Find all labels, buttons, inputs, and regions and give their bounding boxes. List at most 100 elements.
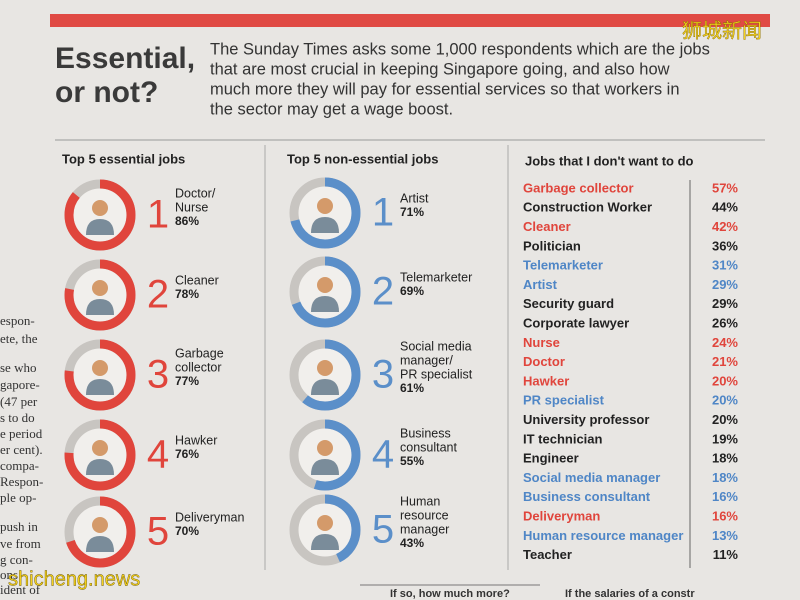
figure-body: [86, 379, 114, 395]
watermark: shicheng.news: [8, 568, 140, 590]
job-percent: 13%: [712, 528, 738, 543]
job-percent: 26%: [712, 316, 738, 331]
job-label: Cleaner: [175, 273, 219, 287]
job-percent: 11%: [713, 547, 739, 562]
article-fragment: push in: [0, 519, 38, 534]
job-name: University professor: [523, 412, 649, 427]
job-label: consultant: [400, 440, 458, 454]
job-label: Telemarketer: [400, 270, 472, 284]
column-title: Jobs that I don't want to do: [525, 153, 694, 168]
job-percent: 44%: [712, 200, 738, 215]
article-fragment: ons: [0, 567, 18, 582]
job-value: 70%: [175, 524, 199, 538]
job-label: Doctor/: [175, 186, 216, 200]
job-value: 76%: [175, 447, 199, 461]
rank: 4: [372, 433, 394, 477]
job-percent: 36%: [712, 238, 738, 253]
bottom-heading: If so, how much more?: [390, 588, 510, 600]
job-name: Construction Worker: [523, 200, 652, 215]
rank: 1: [147, 193, 169, 237]
job-label: PR specialist: [400, 367, 473, 381]
job-name: Engineer: [523, 451, 579, 466]
job-label: manager: [400, 522, 449, 536]
figure-body: [86, 299, 114, 315]
job-name: Nurse: [523, 335, 560, 350]
figure-head: [317, 440, 333, 456]
job-label: Artist: [400, 191, 429, 205]
job-value: 55%: [400, 454, 424, 468]
article-fragment: gapore-: [0, 377, 40, 392]
ring-value: [64, 179, 136, 251]
ring-value: [289, 256, 361, 328]
article-fragment: s to do: [0, 410, 35, 425]
rank: 1: [372, 191, 394, 235]
ring-value: [64, 259, 136, 331]
rank: 2: [372, 270, 394, 314]
article-fragment: ve from: [0, 536, 41, 551]
job-label: Business: [400, 426, 451, 440]
job-name: Politician: [523, 238, 581, 253]
job-value: 71%: [400, 205, 424, 219]
title: Essential,: [55, 42, 195, 75]
rank: 3: [147, 353, 169, 397]
job-value: 78%: [175, 287, 199, 301]
job-percent: 20%: [712, 373, 738, 388]
figure-head: [92, 280, 108, 296]
job-label: Social media: [400, 339, 472, 353]
ring-value: [289, 177, 361, 249]
job-name: Teacher: [523, 547, 572, 562]
job-name: Garbage collector: [523, 180, 634, 195]
job-percent: 29%: [712, 296, 738, 311]
job-percent: 19%: [712, 431, 738, 446]
job-value: 43%: [400, 536, 424, 550]
figure-head: [92, 360, 108, 376]
figure-body: [86, 219, 114, 235]
article-fragment: ident of: [0, 582, 41, 597]
job-name: Security guard: [523, 296, 614, 311]
figure-head: [317, 515, 333, 531]
job-label: Nurse: [175, 200, 208, 214]
job-label: Human: [400, 494, 440, 508]
intro: The Sunday Times asks some 1,000 respond…: [210, 40, 710, 58]
intro: that are most crucial in keeping Singapo…: [210, 60, 670, 78]
rank: 4: [147, 433, 169, 477]
intro: the sector may get a wage boost.: [210, 100, 453, 118]
job-name: Corporate lawyer: [523, 316, 629, 331]
job-name: Artist: [523, 277, 558, 292]
ring-value: [289, 419, 361, 491]
job-percent: 21%: [712, 354, 738, 369]
top-band: [50, 14, 770, 27]
figure-head: [92, 440, 108, 456]
figure-head: [317, 277, 333, 293]
figure-head: [92, 517, 108, 533]
article-fragment: espon-: [0, 313, 35, 328]
job-name: Human resource manager: [523, 528, 683, 543]
job-name: Business consultant: [523, 489, 651, 504]
job-label: collector: [175, 360, 222, 374]
ring-value: [289, 494, 361, 566]
figure-head: [317, 198, 333, 214]
job-percent: 16%: [712, 489, 738, 504]
job-name: Telemarketer: [523, 258, 603, 273]
job-name: Doctor: [523, 354, 565, 369]
figure-body: [311, 459, 339, 475]
job-name: PR specialist: [523, 393, 605, 408]
job-value: 77%: [175, 374, 199, 388]
watermark: 狮城新闻: [682, 19, 762, 42]
intro: much more they will pay for essential se…: [210, 80, 680, 98]
ring-value: [64, 419, 136, 491]
ring-value: [64, 496, 136, 568]
bottom-heading: If the salaries of a constr: [565, 588, 695, 600]
job-name: Cleaner: [523, 219, 571, 234]
figure-head: [92, 200, 108, 216]
article-fragment: se who: [0, 360, 36, 375]
job-percent: 18%: [712, 470, 738, 485]
article-fragment: compa-: [0, 458, 39, 473]
article-fragment: (47 per: [0, 394, 38, 409]
ring-value: [64, 339, 136, 411]
figure-body: [86, 536, 114, 552]
rank: 3: [372, 353, 394, 397]
rank: 2: [147, 273, 169, 317]
